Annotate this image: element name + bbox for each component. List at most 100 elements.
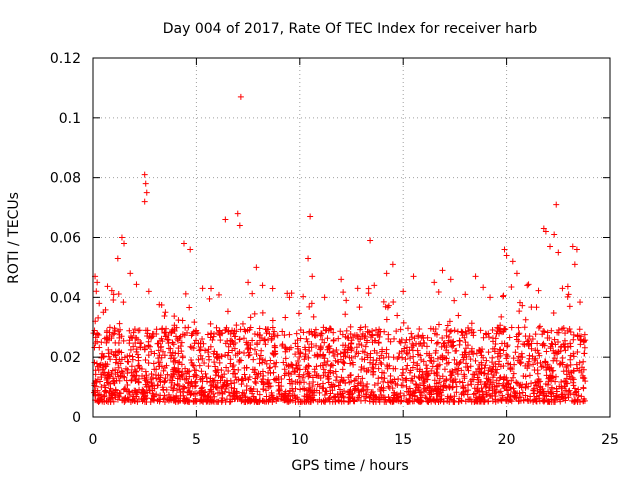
- data-point: [275, 382, 282, 389]
- data-point: [261, 336, 268, 343]
- data-point: [136, 365, 143, 372]
- data-point: [495, 361, 502, 368]
- data-point: [468, 320, 475, 327]
- data-point: [348, 345, 355, 352]
- data-point: [534, 378, 541, 385]
- data-point: [453, 383, 460, 390]
- data-point: [448, 327, 455, 334]
- data-point: [285, 363, 292, 370]
- data-point: [246, 326, 253, 333]
- data-point: [559, 325, 566, 332]
- data-point: [530, 390, 537, 397]
- data-point: [443, 360, 450, 367]
- data-point: [127, 399, 134, 406]
- data-point: [564, 362, 571, 369]
- data-point: [201, 347, 208, 354]
- data-point: [208, 285, 215, 292]
- data-point: [135, 375, 142, 382]
- data-point: [232, 339, 239, 346]
- data-point: [176, 386, 183, 393]
- data-point: [237, 357, 244, 364]
- data-point: [582, 337, 589, 344]
- data-point: [457, 358, 464, 365]
- data-point: [402, 356, 409, 363]
- data-point: [295, 349, 302, 356]
- data-point: [516, 330, 523, 337]
- data-point: [431, 396, 438, 403]
- data-point: [319, 385, 326, 392]
- data-point: [256, 355, 263, 362]
- data-point: [267, 357, 274, 364]
- data-point: [416, 368, 423, 375]
- data-point: [171, 313, 178, 320]
- data-point: [385, 331, 392, 338]
- data-point: [93, 360, 100, 367]
- data-point: [389, 261, 396, 268]
- data-point: [480, 370, 487, 377]
- data-point: [126, 352, 133, 359]
- data-point: [525, 343, 532, 350]
- data-point: [399, 372, 406, 379]
- data-point: [499, 382, 506, 389]
- data-point: [363, 391, 370, 398]
- data-point: [478, 361, 485, 368]
- data-point: [469, 376, 476, 383]
- data-point: [440, 383, 447, 390]
- data-point: [464, 391, 471, 398]
- data-point: [105, 346, 112, 353]
- data-point: [306, 384, 313, 391]
- data-point: [108, 287, 115, 294]
- data-point: [503, 397, 510, 404]
- data-point: [397, 326, 404, 333]
- data-point: [561, 337, 568, 344]
- data-point: [405, 325, 412, 332]
- data-point: [249, 366, 256, 373]
- data-point: [462, 345, 469, 352]
- data-point: [115, 290, 122, 297]
- data-point: [319, 362, 326, 369]
- data-point: [209, 377, 216, 384]
- data-point: [411, 373, 418, 380]
- data-point: [272, 376, 279, 383]
- data-point: [535, 395, 542, 402]
- data-point: [150, 360, 157, 367]
- data-point: [272, 344, 279, 351]
- data-point: [566, 303, 573, 310]
- data-point: [371, 381, 378, 388]
- data-point: [215, 372, 222, 379]
- data-point: [281, 332, 288, 339]
- data-point: [377, 359, 384, 366]
- data-point: [536, 398, 543, 405]
- data-point: [420, 380, 427, 387]
- data-point: [505, 360, 512, 367]
- data-point: [109, 395, 116, 402]
- data-point: [216, 359, 223, 366]
- data-point: [543, 366, 550, 373]
- data-point: [221, 371, 228, 378]
- data-point: [259, 397, 266, 404]
- data-point: [256, 391, 263, 398]
- data-point: [297, 398, 304, 405]
- data-point: [110, 351, 117, 358]
- data-point: [570, 379, 577, 386]
- data-point: [458, 367, 465, 374]
- data-point: [285, 369, 292, 376]
- data-point: [354, 396, 361, 403]
- data-point: [171, 371, 178, 378]
- data-point: [300, 293, 307, 300]
- data-point: [513, 270, 520, 277]
- data-point: [160, 367, 167, 374]
- data-point: [384, 365, 391, 372]
- data-point: [198, 392, 205, 399]
- data-point: [366, 394, 373, 401]
- data-point: [447, 368, 454, 375]
- data-point: [446, 384, 453, 391]
- data-point: [522, 384, 529, 391]
- data-point: [100, 309, 107, 316]
- data-point: [531, 367, 538, 374]
- data-point: [363, 339, 370, 346]
- data-point: [574, 365, 581, 372]
- data-point: [317, 346, 324, 353]
- data-point: [116, 348, 123, 355]
- data-point: [259, 282, 266, 289]
